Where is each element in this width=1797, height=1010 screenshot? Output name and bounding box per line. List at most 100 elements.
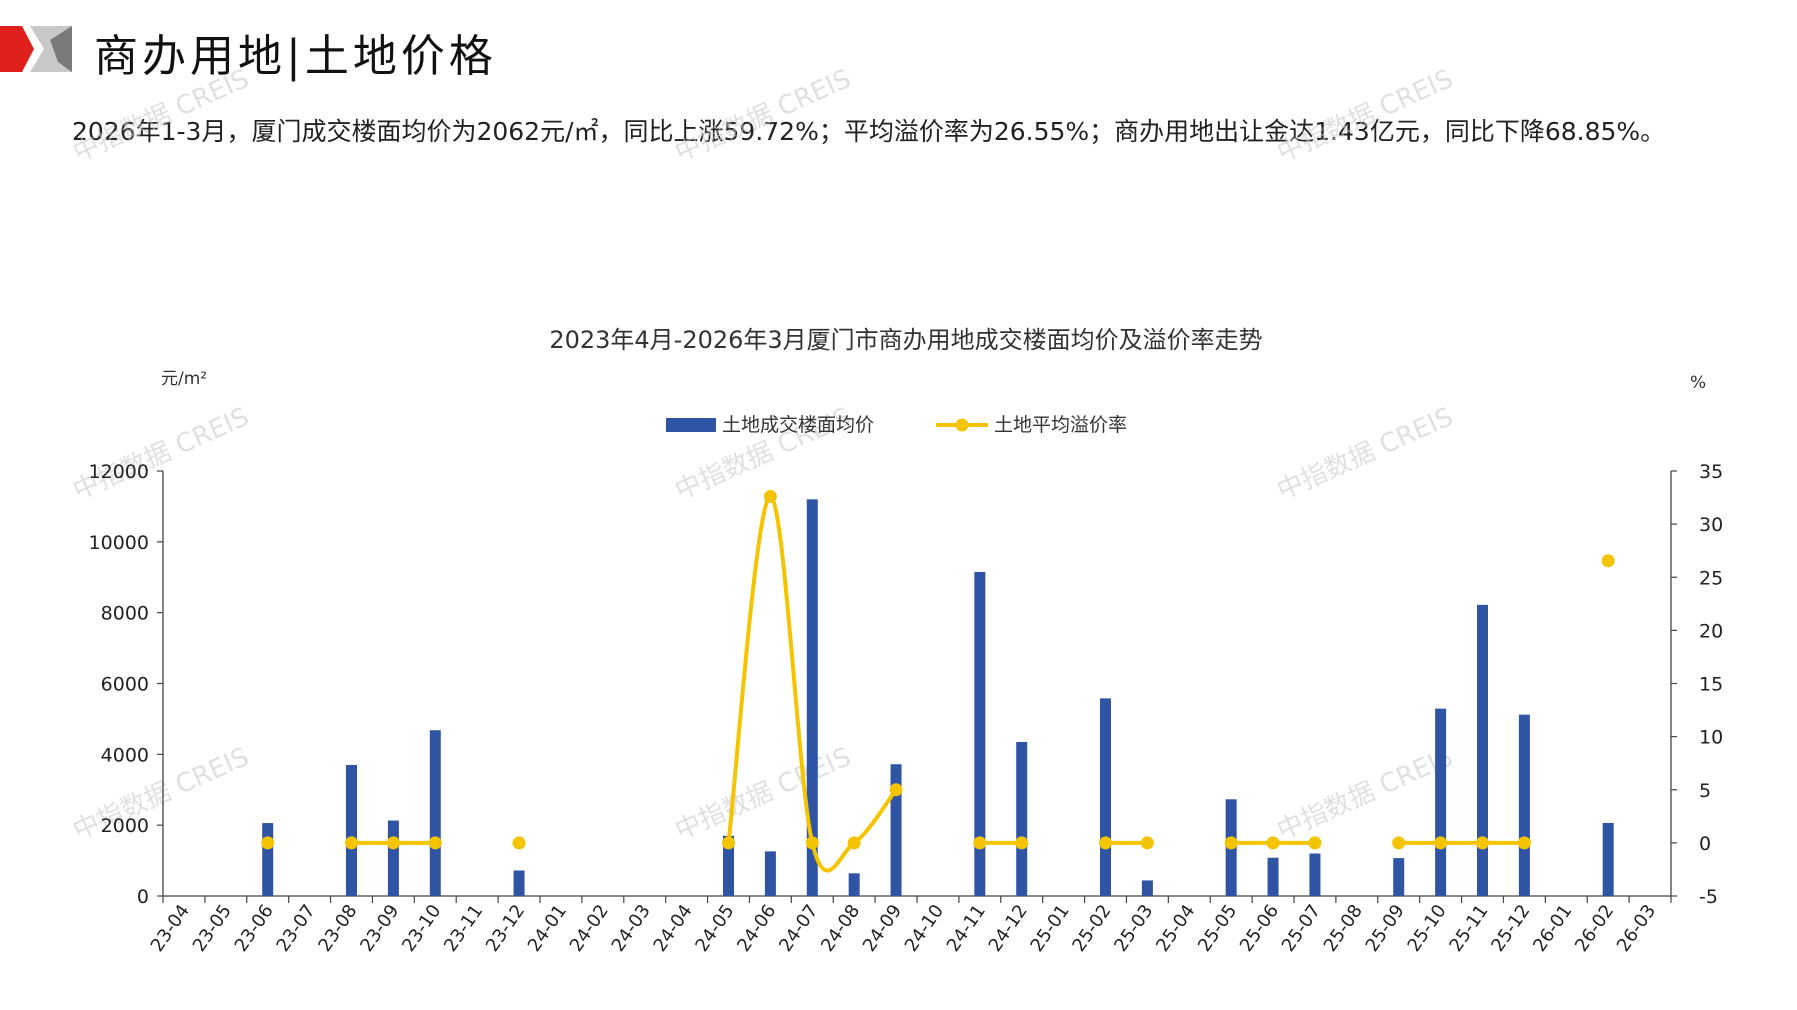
line-point	[763, 490, 777, 503]
line-point	[1392, 836, 1406, 850]
left-tick-label: 4000	[101, 744, 149, 766]
watermark: 中指数据 CREIS	[1273, 64, 1458, 168]
bar	[806, 499, 818, 896]
watermarks: 中指数据 CREIS 中指数据 CREIS 中指数据 CREIS 中指数据 CR…	[69, 64, 1458, 846]
x-tick-label: 25-03	[1110, 901, 1157, 956]
right-tick-label: 15	[1699, 674, 1723, 696]
x-tick-label: 24-03	[608, 901, 655, 956]
left-tick-label: 8000	[101, 603, 149, 625]
line-point	[889, 783, 903, 797]
watermark: 中指数据 CREIS	[1273, 742, 1458, 846]
legend-bar-swatch	[666, 418, 716, 432]
legend: 土地成交楼面均价 土地平均溢价率	[666, 414, 1127, 436]
left-tick-label: 12000	[89, 461, 149, 483]
x-tick-label: 24-07	[775, 901, 822, 956]
x-tick-label: 24-06	[733, 901, 780, 956]
right-tick-label: 20	[1699, 620, 1723, 642]
bar	[346, 764, 357, 896]
x-tick-label: 23-06	[231, 901, 278, 956]
x-tick-label: 24-04	[649, 901, 696, 956]
x-tick-label: 23-04	[147, 901, 194, 956]
bar	[1100, 698, 1111, 896]
watermark: 中指数据 CREIS	[1273, 402, 1458, 506]
right-tick-label: 30	[1699, 514, 1723, 536]
right-axis-unit: %	[1690, 373, 1706, 393]
left-tick-label: 2000	[101, 815, 149, 837]
x-tick-label: 26-03	[1613, 901, 1660, 956]
x-tick-label: 25-10	[1403, 901, 1450, 956]
watermark: 中指数据 CREIS	[671, 64, 856, 168]
bar	[848, 873, 860, 896]
x-tick-label: 25-08	[1320, 901, 1367, 956]
line-point	[1517, 836, 1531, 850]
summary-text: 2026年1-3月，厦门成交楼面均价为2062元/㎡，同比上涨59.72%；平均…	[72, 117, 1666, 146]
x-tick-label: 23-11	[440, 901, 487, 956]
x-tick-label: 25-02	[1068, 901, 1115, 956]
bar	[1309, 853, 1321, 896]
right-tick-label: 10	[1699, 727, 1723, 749]
line-point	[1140, 836, 1154, 850]
x-tick-label: 24-08	[817, 901, 864, 956]
bar	[1518, 714, 1530, 896]
line-series	[261, 490, 1615, 873]
bar	[429, 730, 441, 896]
x-tick-label: 24-02	[566, 901, 613, 956]
watermark: 中指数据 CREIS	[69, 64, 254, 168]
bar	[262, 823, 274, 896]
line-point	[428, 836, 442, 850]
watermark: 中指数据 CREIS	[671, 742, 856, 846]
header-dark-shape	[50, 26, 72, 72]
x-tick-label: 24-09	[859, 901, 906, 956]
line-point	[1266, 836, 1280, 850]
page-title: 商办用地|土地价格	[94, 31, 497, 82]
x-tick-label: 25-09	[1362, 901, 1409, 956]
x-tick-label: 26-01	[1529, 901, 1576, 956]
line-point	[1099, 836, 1112, 850]
line-point	[722, 836, 735, 850]
legend-line-label: 土地平均溢价率	[994, 414, 1127, 436]
bar	[890, 764, 902, 896]
line-point	[1224, 836, 1238, 850]
x-tick-label: 24-11	[943, 901, 990, 956]
x-tick-label: 23-10	[398, 901, 445, 956]
bar	[1477, 604, 1488, 896]
right-tick-label: -5	[1699, 886, 1718, 908]
x-tick-label: 24-05	[691, 901, 738, 956]
line-point	[1434, 836, 1448, 850]
header-red-shape	[0, 26, 34, 72]
right-tick-label: 25	[1699, 567, 1723, 589]
left-tick-label: 0	[137, 886, 149, 908]
line-point	[512, 836, 526, 850]
x-tick-label: 23-08	[314, 901, 361, 956]
left-tick-label: 10000	[89, 532, 149, 554]
x-tick-label: 23-12	[482, 901, 529, 956]
right-tick-label: 35	[1699, 461, 1723, 483]
line-point	[1308, 836, 1322, 850]
line-point	[973, 836, 987, 850]
x-tick-label: 25-11	[1445, 901, 1492, 956]
x-tick-label: 25-01	[1026, 901, 1073, 956]
x-tick-label: 25-07	[1278, 901, 1325, 956]
header-marker	[0, 26, 72, 72]
bar	[1016, 741, 1028, 896]
x-tick-label: 24-10	[901, 901, 948, 956]
bar	[513, 870, 525, 896]
bar	[974, 571, 986, 896]
line-point	[1601, 554, 1615, 568]
line-point	[1015, 836, 1029, 850]
x-tick-label: 25-06	[1236, 901, 1283, 956]
left-tick-label: 6000	[101, 674, 149, 696]
x-tick-label: 23-09	[356, 901, 403, 956]
right-y-axis: -5 0 5 10 15 20 25 30 35	[1670, 461, 1723, 908]
x-tick-label: 26-02	[1571, 901, 1618, 956]
right-tick-label: 5	[1699, 780, 1711, 802]
bar	[1141, 880, 1153, 896]
legend-bar-label: 土地成交楼面均价	[722, 414, 874, 436]
line-point	[805, 836, 819, 850]
x-tick-label: 25-05	[1194, 901, 1241, 956]
x-axis: 23-0423-0523-0623-0723-0823-0923-1023-11…	[147, 895, 1672, 956]
legend-line-marker	[955, 418, 969, 432]
right-tick-label: 0	[1699, 833, 1711, 855]
line-point	[345, 836, 358, 850]
